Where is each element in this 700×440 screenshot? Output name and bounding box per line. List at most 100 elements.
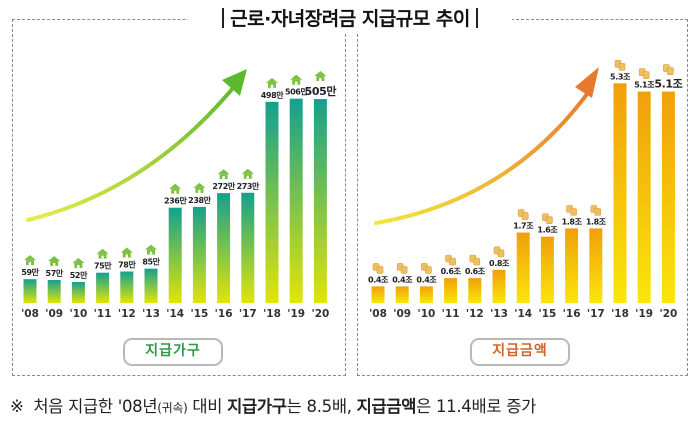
footnote-bold-households: 지급가구 (227, 397, 287, 416)
x-tick-label: '13 (490, 308, 508, 320)
x-tick-label: '10 (417, 308, 435, 320)
x-tick-label: '19 (287, 308, 305, 320)
coin-stack-icon (372, 263, 384, 274)
x-tick-label: '18 (611, 308, 629, 320)
x-tick-label: '13 (142, 308, 160, 320)
coin-stack-icon (614, 59, 626, 71)
x-tick-label: '20 (659, 308, 677, 320)
data-label: 57만 (46, 268, 64, 278)
x-tick-label: '12 (118, 308, 136, 320)
data-label: 0.4조 (392, 275, 413, 284)
bar (71, 282, 85, 303)
households-chart-panel (12, 19, 346, 376)
coin-stack-icon (566, 205, 577, 216)
bar (120, 271, 134, 303)
data-label: 238만 (188, 195, 211, 205)
title-divider-right (475, 8, 478, 28)
growth-arrow-right (374, 67, 599, 225)
x-tick-label: '15 (190, 308, 208, 320)
x-tick-label: '11 (442, 308, 460, 320)
footnote-small: (귀속) (157, 401, 188, 415)
house-icon (266, 77, 278, 88)
data-label: 506만 (285, 87, 308, 97)
x-tick-label: '10 (69, 308, 87, 320)
coin-stack-icon (493, 246, 505, 258)
x-tick-label: '09 (45, 308, 63, 320)
data-label: 75만 (94, 261, 112, 271)
x-tick-label: '11 (94, 308, 112, 320)
footnote-text-1: 처음 지급한 '08년 (33, 397, 158, 416)
footnote: ※ 처음 지급한 '08년(귀속) 대비 지급가구는 8.5배, 지급금액은 1… (10, 393, 700, 422)
house-icon (145, 244, 157, 255)
data-label: 5.1조 (634, 81, 655, 90)
bar (241, 192, 255, 303)
coin-stack-icon (517, 209, 529, 220)
data-label: 0.8조 (489, 259, 510, 268)
bar (589, 228, 603, 303)
amount-chart-panel (357, 19, 688, 376)
x-tick-label: '12 (466, 308, 484, 320)
coin-stack-icon (445, 254, 456, 266)
data-label: 1.8조 (586, 217, 607, 226)
coin-stack-icon (542, 213, 553, 224)
data-label: 273만 (237, 181, 260, 191)
data-label: 1.7조 (513, 222, 534, 231)
data-label: 0.4조 (416, 275, 437, 284)
coin-stack-icon (421, 263, 432, 274)
data-label: 272만 (212, 181, 235, 191)
house-icon (241, 168, 254, 179)
data-label: 505만 (305, 84, 337, 98)
bar (168, 207, 182, 303)
bar (313, 99, 327, 303)
bar (47, 279, 61, 303)
bar (395, 286, 409, 303)
bar (492, 269, 506, 303)
x-tick-label: '16 (563, 308, 581, 320)
data-label: 78만 (118, 260, 136, 270)
x-tick-label: '17 (587, 308, 605, 320)
x-tick-label: '08 (21, 308, 39, 320)
bar (637, 91, 651, 303)
data-label: 5.1조 (654, 78, 682, 91)
chart-title-box: 근로·자녀장려금 지급규모 추이 (188, 4, 512, 34)
x-tick-label: '17 (239, 308, 257, 320)
bar (289, 98, 303, 304)
bar (419, 286, 433, 303)
data-label: 0.6조 (465, 267, 486, 276)
coin-stack-icon (396, 263, 408, 274)
legend-amount: 지급금액 (470, 338, 570, 366)
x-tick-label: '14 (514, 308, 532, 320)
house-icon (24, 255, 36, 266)
legend-households: 지급가구 (123, 338, 223, 366)
data-label: 5.3조 (610, 72, 631, 81)
house-icon (314, 71, 327, 82)
bar (540, 236, 554, 303)
footnote-text-3: 는 8.5배, (286, 397, 357, 416)
bar (96, 272, 110, 303)
x-tick-label: '09 (393, 308, 411, 320)
bar (516, 232, 530, 303)
coin-stack-icon (638, 68, 650, 79)
data-label: 0.4조 (368, 275, 389, 284)
house-icon (290, 74, 303, 85)
house-icon (72, 258, 85, 268)
bar (265, 101, 279, 303)
bar (468, 278, 482, 303)
x-tick-label: '18 (263, 308, 281, 320)
coin-stack-icon (590, 205, 602, 216)
x-tick-label: '20 (311, 308, 329, 320)
bar (144, 268, 158, 303)
house-icon (96, 248, 109, 259)
bar (661, 91, 675, 303)
bar (217, 193, 231, 303)
bar (565, 228, 579, 303)
chart-title: 근로·자녀장려금 지급규모 추이 (230, 8, 470, 30)
house-icon (48, 255, 61, 266)
arrow-head-icon (575, 67, 599, 98)
x-tick-label: '14 (166, 308, 184, 320)
growth-arrow-left (26, 69, 247, 222)
data-label: 1.6조 (537, 226, 558, 235)
footnote-text-4: 은 11.4배로 증가 (416, 397, 536, 416)
data-label: 52만 (70, 270, 88, 280)
title-divider-left (222, 8, 225, 28)
